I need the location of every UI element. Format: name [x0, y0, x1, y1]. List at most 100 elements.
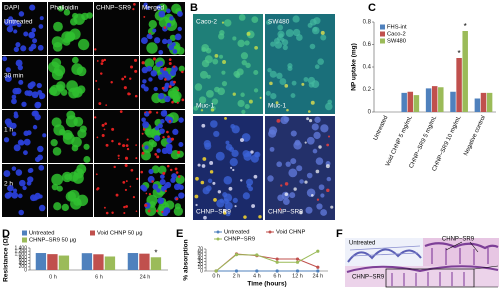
cell [148, 20, 157, 29]
cell [162, 110, 167, 115]
cell [210, 120, 218, 128]
cell [174, 33, 182, 41]
legend-label: CHNP−SR9 [224, 237, 255, 243]
cell [284, 192, 289, 196]
cell [17, 64, 23, 71]
cell [279, 208, 282, 211]
cell [34, 156, 41, 163]
legend-swatch [216, 237, 220, 241]
cell [251, 16, 259, 24]
cell [12, 188, 18, 193]
image-label: Untreated [349, 241, 375, 247]
histology-bottom [345, 266, 499, 287]
cell [258, 215, 262, 219]
cell [135, 157, 138, 160]
cell [193, 105, 199, 111]
line [215, 250, 319, 272]
line [215, 253, 319, 272]
cell [308, 119, 313, 123]
cell [325, 164, 330, 169]
cell [129, 185, 132, 188]
cell [175, 171, 179, 174]
cell [299, 210, 303, 215]
cell [201, 164, 206, 168]
cell [219, 30, 225, 36]
y-tick-label: 30 [197, 259, 203, 265]
cell [214, 86, 220, 93]
cell [96, 136, 99, 139]
cell [50, 139, 58, 147]
cell [314, 116, 321, 123]
cell [31, 91, 39, 99]
cell [304, 141, 307, 144]
cell [146, 42, 158, 54]
cell [66, 110, 76, 120]
cell [51, 173, 64, 186]
cell [96, 187, 100, 190]
cell [306, 172, 313, 179]
cell [163, 26, 167, 29]
cell [168, 62, 172, 66]
cell [125, 180, 128, 183]
cell [153, 86, 158, 92]
cell [285, 29, 294, 38]
cell [83, 143, 90, 150]
cell [144, 203, 148, 207]
cell [53, 21, 63, 32]
cell [296, 165, 303, 172]
legend-swatch [380, 24, 385, 30]
cell [304, 180, 308, 184]
cell [38, 24, 44, 29]
legend-swatch [380, 31, 385, 37]
x-tick-label: 2 h [233, 273, 241, 279]
cell [224, 116, 227, 120]
cell [142, 121, 150, 129]
cell [61, 203, 69, 212]
y-tick-label: 0 [24, 267, 27, 273]
cell [164, 189, 167, 193]
cell [151, 180, 154, 183]
cell [240, 92, 245, 97]
cell [222, 192, 228, 198]
cell [171, 3, 182, 14]
cell [22, 185, 27, 191]
cell [225, 211, 231, 217]
cell [172, 86, 180, 94]
cell [307, 110, 311, 113]
column-label: CHNP−SR9 [96, 5, 131, 12]
cell [71, 56, 79, 64]
cell [223, 175, 233, 185]
cell [125, 205, 129, 208]
cell [203, 215, 207, 220]
cell [95, 173, 98, 176]
panel-letter: F [336, 228, 343, 240]
cell [57, 5, 64, 12]
cell [78, 38, 90, 51]
cell [166, 8, 171, 14]
cell [221, 21, 225, 24]
cell [17, 139, 24, 146]
cell [128, 92, 131, 96]
cell [231, 149, 239, 158]
cell [275, 101, 279, 105]
cell [126, 138, 129, 141]
cell [13, 46, 19, 53]
bar [438, 87, 444, 112]
x-tick-label: 0 h [212, 273, 220, 279]
cell [42, 133, 47, 138]
cell [37, 44, 44, 51]
cell [241, 59, 247, 66]
bar [462, 31, 468, 112]
cell [312, 148, 318, 154]
cell [143, 2, 148, 7]
cell [306, 117, 310, 121]
tissue-fold [349, 245, 421, 257]
cell [160, 118, 165, 124]
cell [15, 42, 21, 48]
cell [132, 8, 135, 11]
cell [223, 19, 232, 27]
cell [141, 186, 148, 192]
cell [18, 79, 24, 85]
legend-label: Caco-2 [387, 32, 406, 38]
cell [237, 39, 245, 48]
